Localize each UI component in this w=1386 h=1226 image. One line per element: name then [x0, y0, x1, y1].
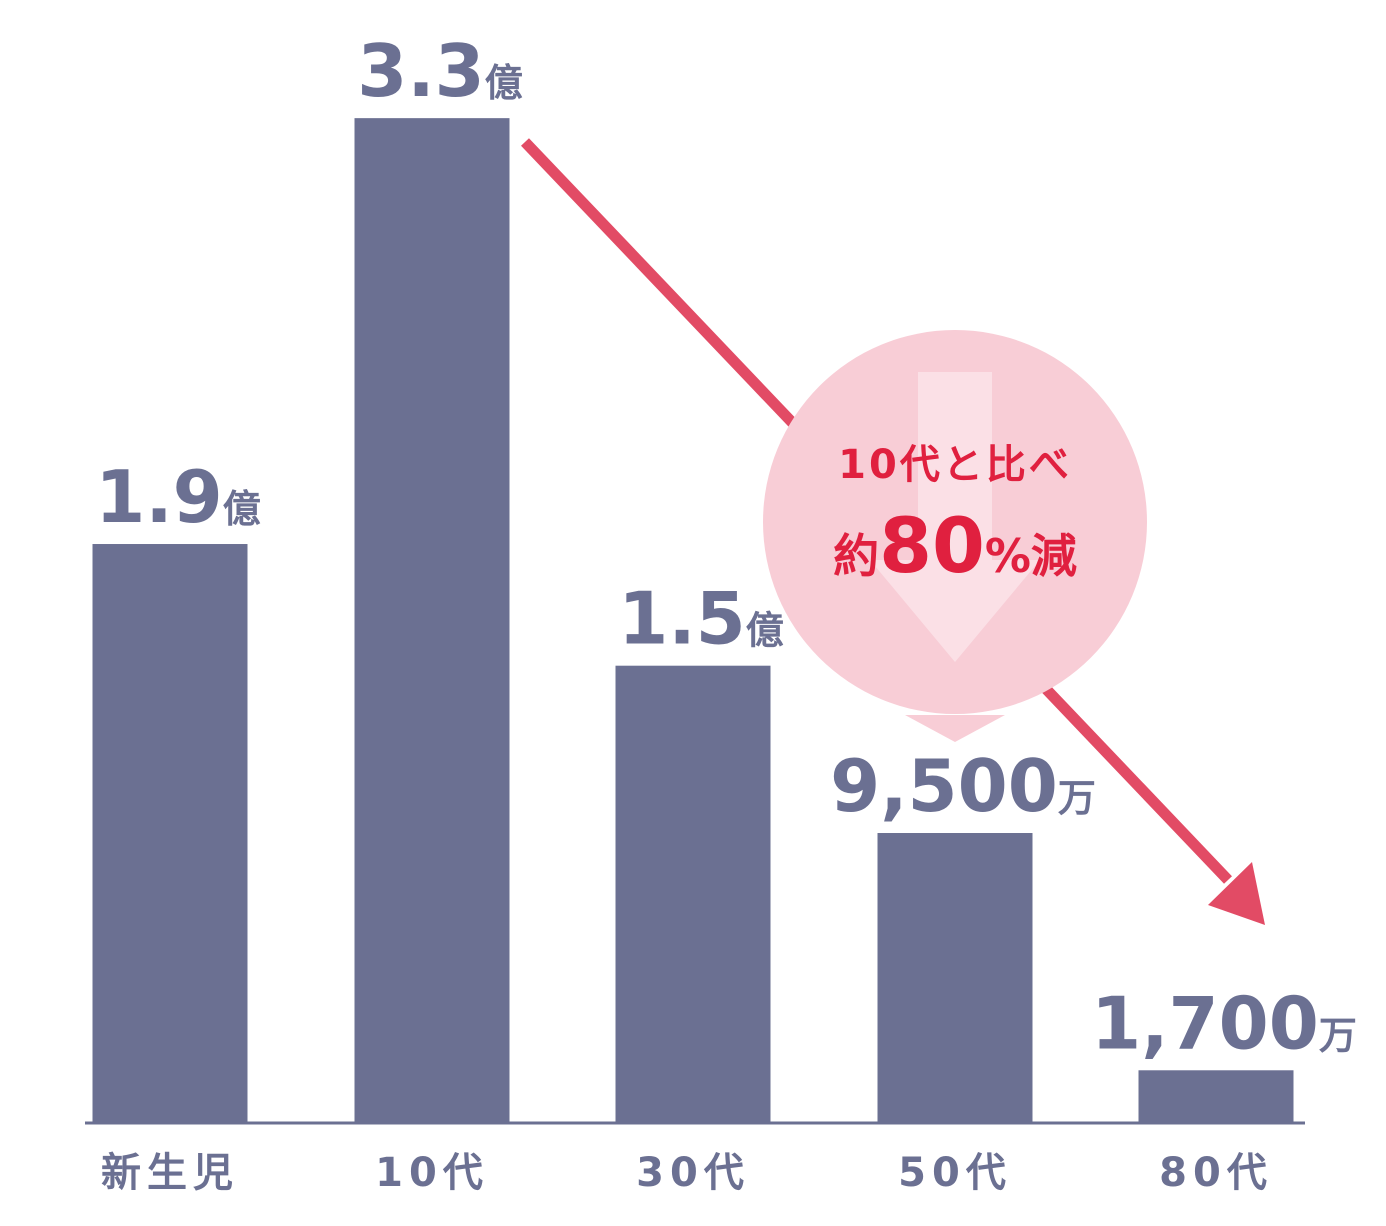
bar [92, 544, 248, 1122]
callout-down-arrow [870, 372, 1040, 662]
value-label: 9,500万 [830, 744, 1096, 828]
annotation: 約80%減 [833, 501, 1077, 590]
x-tick-label: 50代 [898, 1150, 1012, 1196]
bar [877, 833, 1033, 1122]
bar [615, 665, 771, 1122]
x-tick-label: 10代 [375, 1150, 489, 1196]
x-tick-label: 80代 [1159, 1150, 1273, 1196]
x-tick-label: 新生児 [101, 1150, 239, 1196]
value-label: 3.3億 [357, 29, 523, 113]
bar [1138, 1070, 1294, 1122]
trend-arrowhead [1208, 862, 1265, 925]
value-label: 1,700万 [1091, 981, 1357, 1065]
value-label: 1.9億 [95, 455, 261, 539]
bar [354, 118, 510, 1122]
x-tick-label: 30代 [636, 1150, 750, 1196]
value-label: 1.5億 [618, 577, 784, 661]
callout-bubble [905, 715, 1005, 742]
annotation: 10代と比べ [838, 442, 1072, 488]
